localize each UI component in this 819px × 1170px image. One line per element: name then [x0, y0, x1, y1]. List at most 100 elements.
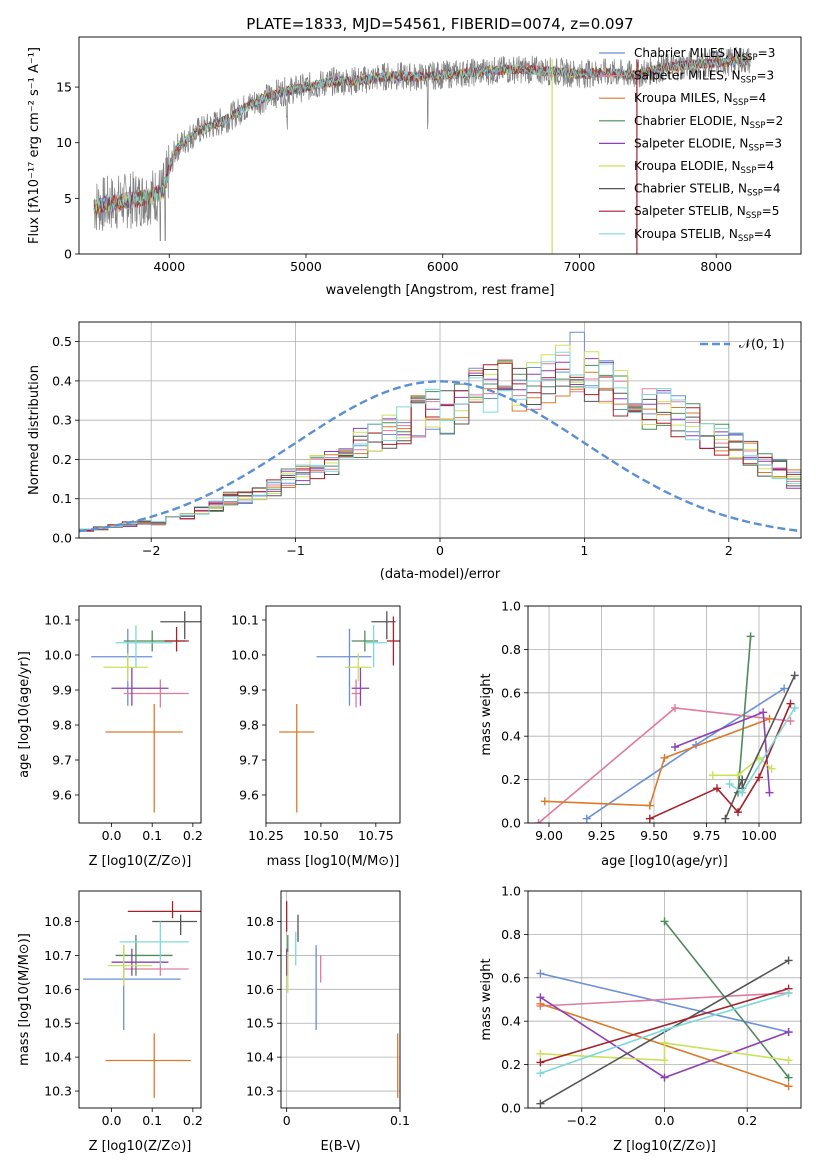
y-tick-label: 0.2: [52, 452, 72, 467]
x-tick-label: 6000: [427, 259, 459, 274]
y-tick-label: 0.2: [501, 1057, 521, 1072]
figure-title: PLATE=1833, MJD=54561, FIBERID=0074, z=0…: [246, 15, 633, 33]
legend-label-normal: 𝒩(0, 1): [739, 336, 785, 351]
y-axis-label: mass weight: [479, 673, 494, 755]
legend-label-main: Kroupa MILES, N: [634, 91, 733, 105]
x-tick-label: 8000: [700, 259, 732, 274]
y-tick-label: 0: [64, 247, 72, 262]
x-tick-label: 1: [580, 543, 588, 558]
y-tick-label: 0.0: [501, 816, 521, 831]
hist-area: [79, 331, 801, 533]
x-tick-label: 0.0: [102, 828, 122, 843]
x-tick-label: 5000: [290, 259, 322, 274]
series-salpeter-stelib: [645, 699, 795, 823]
y-tick-label: 0.0: [52, 531, 72, 546]
legend-label-main: Chabrier MILES, N: [634, 46, 742, 60]
weight-lines-area: [534, 632, 799, 823]
y-tick-label: 0.6: [501, 970, 521, 985]
legend-label-tail: =5: [762, 204, 780, 218]
errorbar-point-salpeter-stelib: [386, 616, 400, 666]
legend-label: Salpeter MILES, NSSP=3: [634, 69, 774, 86]
model-spectrum-chabrier-stelib: [93, 55, 751, 216]
series-kroupa-stelib: [725, 703, 799, 797]
axes-spectrum: 4000 5000 6000 7000 8000 0 5 10 15 Chabrier MILES…: [27, 36, 802, 298]
normal-curve: [79, 380, 801, 533]
errorbar-point-salpeter-elodie: [111, 948, 169, 976]
axes-age_vs_Z: 0.0 0.1 0.2 9.6 9.7 9.8 9.9 10.0 10.1 Z [log10(Z/…: [17, 605, 203, 869]
errorbar-point-kroupa-elodie: [103, 653, 149, 682]
y-tick-label: 10.7: [44, 948, 72, 963]
legend-label-sub: SSP: [742, 53, 758, 63]
axes-mass_vs_Z: 0.0 0.1 0.2 10.3 10.4 10.5 10.6 10.7 10.8 Z [log1…: [17, 890, 203, 1154]
series-line: [586, 687, 785, 820]
series-salpeter-elodie: [536, 993, 793, 1082]
y-axis-label: mass weight: [479, 958, 494, 1040]
plot-frame: [78, 321, 802, 539]
y-tick-label: 1.0: [501, 884, 521, 899]
series-kroupa-miles: [540, 714, 774, 810]
series-line: [540, 987, 789, 1064]
y-tick-label: 10.1: [231, 613, 259, 628]
errorbar-area: [91, 611, 201, 813]
plot-frame: [527, 890, 802, 1109]
x-tick-label: 10.75: [358, 828, 394, 843]
x-axis-label: Z [log10(Z/Z⊙)]: [89, 854, 192, 869]
x-tick-label: 0.1: [142, 1113, 162, 1128]
series-line: [737, 636, 752, 793]
series-line: [663, 920, 790, 1079]
axes-weight_vs_age: 9.00 9.25 9.50 9.75 10.00 0.0 0.2 0.4 0.6 0.8 1.0 a…: [479, 599, 802, 869]
y-axis-label: Flux [fλ10⁻¹⁷ erg cm⁻² s⁻¹ A⁻¹]: [27, 47, 42, 244]
x-tick-label: 10.50: [303, 828, 339, 843]
y-tick-label: 0.4: [501, 729, 521, 744]
x-tick-label: −0.2: [567, 1113, 597, 1128]
axes-weight_vs_Z: −0.2 0.0 0.2 0.0 0.2 0.4 0.6 0.8 1.0 Z [log10(Z/Z…: [479, 884, 802, 1154]
legend-label-tail: =4: [763, 182, 781, 196]
y-tick-label: 10.8: [246, 914, 274, 929]
y-tick-label: 9.8: [239, 718, 259, 733]
legend-label-sub: SSP: [747, 189, 763, 199]
weight-lines-area: [536, 917, 793, 1108]
axes-mass_vs_ebv: 0 0.1 10.3 10.4 10.5 10.6 10.7 10.8 E(B-V): [246, 890, 410, 1154]
x-axis-label: mass [log10(M/M⊙)]: [267, 854, 400, 869]
hist-salpeter-miles: [79, 354, 801, 532]
y-tick-label: 0.6: [501, 685, 521, 700]
plot-frame: [527, 605, 802, 824]
hist-kroupa-elodie: [79, 344, 801, 530]
x-tick-label: 0.2: [737, 1113, 757, 1128]
y-tick-label: 10.5: [44, 1016, 72, 1031]
legend-label-sub: SSP: [748, 143, 764, 153]
hist-kroupa-stelib: [79, 351, 801, 530]
errorbar-point-salpeter-elodie: [111, 667, 169, 706]
plot-frame: [265, 605, 401, 824]
errorbar-point-salpeter-miles: [123, 679, 189, 708]
series-line: [540, 1041, 789, 1062]
y-tick-label: 9.6: [52, 788, 72, 803]
x-axis-label: (data-model)/error: [380, 567, 501, 582]
legend-label-main: Kroupa STELIB, N: [634, 227, 738, 241]
x-tick-label: 0: [436, 543, 444, 558]
hist-chabrier-elodie: [79, 360, 801, 531]
legend-label-main: Salpeter ELODIE, N: [634, 136, 748, 150]
x-tick-label: −2: [142, 543, 160, 558]
y-tick-label: 10: [56, 135, 72, 150]
legend-label-tail: =3: [758, 46, 776, 60]
y-tick-label: 9.6: [239, 788, 259, 803]
legend-label: Kroupa MILES, NSSP=4: [634, 91, 766, 108]
x-axis-label: age [log10(age/yr)]: [601, 854, 728, 869]
x-tick-label: 2: [725, 543, 733, 558]
y-tick-label: 9.7: [52, 753, 72, 768]
hist-salpeter-stelib: [79, 362, 801, 532]
legend-label-tail: =4: [756, 159, 774, 173]
legend-label-tail: =2: [766, 114, 784, 128]
legend-label: Chabrier STELIB, NSSP=4: [634, 182, 781, 199]
series-chabrier-stelib: [721, 671, 799, 823]
x-tick-label: 0.1: [390, 1113, 410, 1128]
x-axis-label: Z [log10(Z/Z⊙)]: [613, 1139, 716, 1154]
y-axis-label: Normed distribution: [27, 365, 42, 495]
series-line: [544, 718, 770, 807]
legend-label: Chabrier ELODIE, NSSP=2: [634, 114, 783, 131]
y-tick-label: 10.6: [44, 982, 72, 997]
legend-label-tail: =4: [749, 91, 767, 105]
y-tick-label: 10.1: [44, 613, 72, 628]
